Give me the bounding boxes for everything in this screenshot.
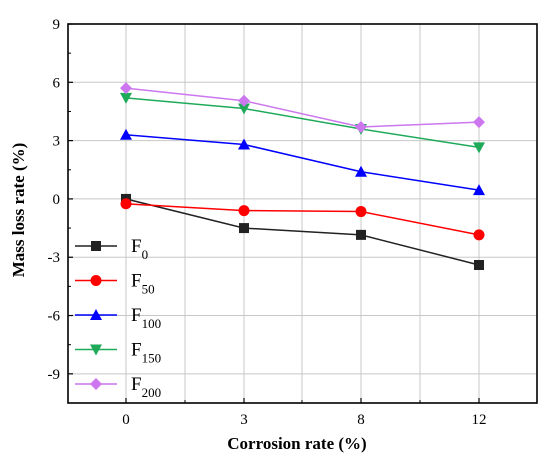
x-axis-title: Corrosion rate (%) — [227, 434, 366, 453]
data-point-square — [239, 223, 249, 234]
legend-item: F200 — [75, 374, 161, 400]
data-point-triangle-down — [90, 344, 102, 356]
x-tick-label: 0 — [122, 412, 130, 428]
data-point-diamond — [355, 121, 367, 134]
axes: 9 6 3 0 -3 -6 -9 0 3 8 12 — [48, 17, 538, 428]
legend-label: F200 — [131, 374, 161, 400]
series-line — [125, 134, 480, 191]
data-point-diamond — [90, 378, 102, 390]
data-point-triangle-up — [238, 138, 250, 150]
y-tick-label: 9 — [53, 17, 61, 33]
data-point-circle — [90, 275, 102, 286]
y-tick-label: -3 — [48, 250, 61, 266]
series-F50 — [120, 198, 485, 241]
legend-item: F100 — [75, 305, 161, 331]
y-tick-label: 6 — [53, 75, 61, 91]
legend: F0 F50 F100 F150 F200 — [75, 236, 161, 400]
legend-label-subscript: 200 — [142, 385, 162, 400]
data-point-circle — [473, 229, 485, 241]
series-F100 — [120, 128, 485, 196]
data-point-triangle-down — [238, 103, 250, 115]
data-point-diamond — [473, 116, 485, 129]
data-point-square — [91, 241, 101, 251]
data-point-triangle-up — [90, 309, 102, 320]
legend-label-subscript: 0 — [142, 247, 149, 262]
y-axis-title: Mass loss rate (%) — [9, 143, 28, 278]
x-tick-label: 8 — [357, 412, 365, 428]
x-tick-label: 3 — [240, 412, 248, 428]
data-point-square — [356, 229, 366, 240]
data-point-triangle-up — [120, 128, 132, 140]
y-tick-label: 3 — [53, 134, 61, 150]
series-F200 — [120, 82, 485, 134]
data-point-triangle-up — [355, 165, 367, 177]
data-point-square — [474, 260, 484, 271]
legend-item: F150 — [75, 340, 161, 366]
data-point-diamond — [120, 82, 132, 95]
series-line — [125, 198, 480, 266]
legend-item: F0 — [75, 236, 148, 262]
y-tick-label: -9 — [48, 367, 61, 383]
data-point-circle — [355, 206, 367, 218]
data-point-triangle-down — [473, 142, 485, 154]
data-point-circle — [238, 205, 250, 217]
y-tick-label: -6 — [48, 309, 61, 325]
legend-label-subscript: 50 — [142, 282, 155, 297]
y-tick-label: 0 — [53, 192, 61, 208]
data-point-circle — [120, 198, 132, 210]
data-point-triangle-up — [473, 184, 485, 196]
legend-label: F100 — [131, 305, 161, 331]
series-group — [120, 82, 485, 271]
legend-label-subscript: 100 — [142, 316, 162, 331]
legend-label: F50 — [131, 271, 155, 297]
series-line — [125, 97, 480, 149]
legend-label: F0 — [131, 236, 148, 262]
legend-label-subscript: 150 — [142, 351, 162, 366]
x-tick-label: 12 — [472, 412, 487, 428]
data-point-triangle-down — [120, 92, 132, 104]
series-line — [125, 203, 480, 236]
legend-item: F50 — [75, 271, 155, 297]
legend-label: F150 — [131, 340, 161, 366]
series-line — [125, 87, 480, 128]
data-point-diamond — [238, 94, 250, 107]
